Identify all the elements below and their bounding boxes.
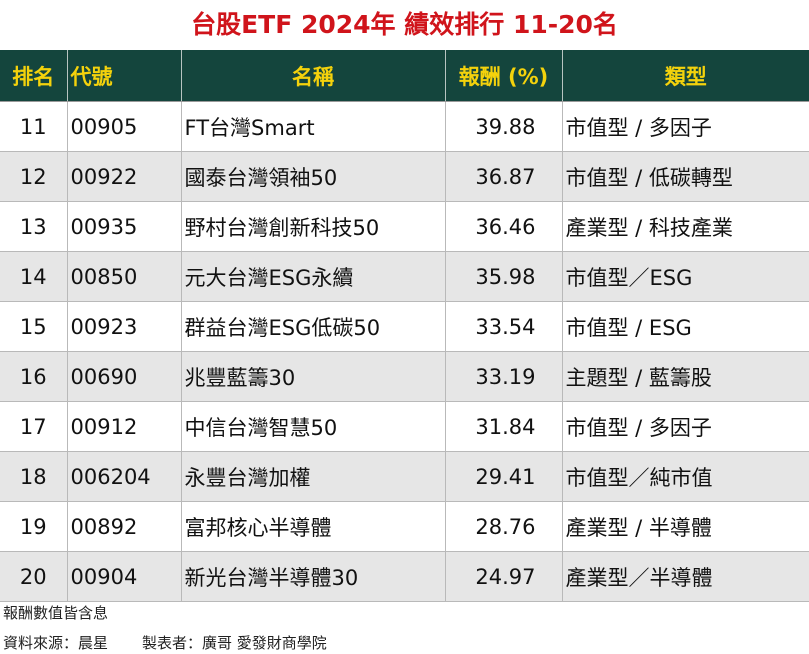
name-cell: 富邦核心半導體 <box>180 501 445 552</box>
code-cell: 00850 <box>66 251 181 302</box>
rank-cell: 14 <box>0 251 67 302</box>
name-cell: 永豐台灣加權 <box>180 451 445 502</box>
page-title: 台股ETF 2024年 績效排行 11-20名 <box>191 10 618 39</box>
rank-cell: 17 <box>0 401 67 452</box>
return-cell: 28.76 <box>444 501 562 552</box>
return-cell: 24.97 <box>444 551 562 602</box>
header-name: 名稱 <box>180 50 445 102</box>
return-cell: 36.87 <box>444 151 562 202</box>
table-row: 20 00904 新光台灣半導體30 24.97 產業型／半導體 <box>0 551 809 602</box>
name-cell: FT台灣Smart <box>180 101 445 152</box>
name-cell: 群益台灣ESG低碳50 <box>180 301 445 352</box>
return-cell: 33.54 <box>444 301 562 352</box>
code-cell: 006204 <box>66 451 181 502</box>
maker-label: 製表者：廣哥 愛發財商學院 <box>142 634 327 652</box>
rank-cell: 11 <box>0 101 67 152</box>
name-cell: 兆豐藍籌30 <box>180 351 445 402</box>
performance-table: 排名 代號 名稱 報酬 (%) 類型 11 00905 FT台灣Smart 39… <box>0 50 809 602</box>
type-cell: 市值型 / 多因子 <box>561 101 809 152</box>
rank-cell: 20 <box>0 551 67 602</box>
type-cell: 產業型／半導體 <box>561 551 809 602</box>
type-cell: 產業型 / 科技產業 <box>561 201 809 252</box>
table-row: 16 00690 兆豐藍籌30 33.19 主題型 / 藍籌股 <box>0 351 809 402</box>
type-cell: 市值型／ESG <box>561 251 809 302</box>
type-cell: 市值型 / 低碳轉型 <box>561 151 809 202</box>
code-cell: 00935 <box>66 201 181 252</box>
code-cell: 00923 <box>66 301 181 352</box>
name-cell: 中信台灣智慧50 <box>180 401 445 452</box>
code-cell: 00922 <box>66 151 181 202</box>
table-row: 19 00892 富邦核心半導體 28.76 產業型 / 半導體 <box>0 501 809 552</box>
rank-cell: 12 <box>0 151 67 202</box>
name-cell: 元大台灣ESG永續 <box>180 251 445 302</box>
type-cell: 主題型 / 藍籌股 <box>561 351 809 402</box>
name-cell: 國泰台灣領袖50 <box>180 151 445 202</box>
code-cell: 00892 <box>66 501 181 552</box>
rank-cell: 16 <box>0 351 67 402</box>
table-row: 14 00850 元大台灣ESG永續 35.98 市值型／ESG <box>0 251 809 302</box>
return-cell: 29.41 <box>444 451 562 502</box>
header-rank: 排名 <box>0 50 67 102</box>
code-cell: 00904 <box>66 551 181 602</box>
return-cell: 36.46 <box>444 201 562 252</box>
type-cell: 市值型／純市值 <box>561 451 809 502</box>
table-row: 17 00912 中信台灣智慧50 31.84 市值型 / 多因子 <box>0 401 809 452</box>
table-row: 18 006204 永豐台灣加權 29.41 市值型／純市值 <box>0 451 809 502</box>
source-label: 資料來源：晨星 <box>3 634 109 652</box>
table-row: 12 00922 國泰台灣領袖50 36.87 市值型 / 低碳轉型 <box>0 151 809 202</box>
table-row: 11 00905 FT台灣Smart 39.88 市值型 / 多因子 <box>0 101 809 152</box>
return-cell: 31.84 <box>444 401 562 452</box>
rank-cell: 13 <box>0 201 67 252</box>
table-row: 15 00923 群益台灣ESG低碳50 33.54 市值型 / ESG <box>0 301 809 352</box>
code-cell: 00905 <box>66 101 181 152</box>
table-header-row: 排名 代號 名稱 報酬 (%) 類型 <box>0 50 809 102</box>
name-cell: 新光台灣半導體30 <box>180 551 445 602</box>
header-code: 代號 <box>66 50 181 102</box>
header-return: 報酬 (%) <box>444 50 562 102</box>
source-line: 資料來源：晨星 製表者：廣哥 愛發財商學院 <box>3 632 327 653</box>
code-cell: 00912 <box>66 401 181 452</box>
type-cell: 市值型 / 多因子 <box>561 401 809 452</box>
return-cell: 33.19 <box>444 351 562 402</box>
type-cell: 市值型 / ESG <box>561 301 809 352</box>
code-cell: 00690 <box>66 351 181 402</box>
header-type: 類型 <box>561 50 809 102</box>
footnote: 報酬數值皆含息 <box>3 604 109 622</box>
return-cell: 35.98 <box>444 251 562 302</box>
rank-cell: 19 <box>0 501 67 552</box>
table-row: 13 00935 野村台灣創新科技50 36.46 產業型 / 科技產業 <box>0 201 809 252</box>
rank-cell: 18 <box>0 451 67 502</box>
name-cell: 野村台灣創新科技50 <box>180 201 445 252</box>
return-cell: 39.88 <box>444 101 562 152</box>
rank-cell: 15 <box>0 301 67 352</box>
type-cell: 產業型 / 半導體 <box>561 501 809 552</box>
